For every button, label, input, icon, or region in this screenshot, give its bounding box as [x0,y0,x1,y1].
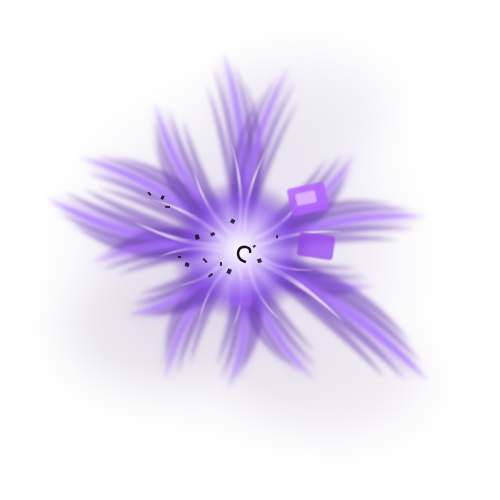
arm-strand [257,235,400,251]
core-sparks [147,191,279,278]
spark [178,256,181,258]
spark [219,261,223,266]
spark [184,261,190,268]
spark [276,235,279,239]
spark [226,268,233,275]
spark [194,234,200,240]
arm-strand [231,92,264,233]
spark [147,191,152,197]
spark [160,195,165,200]
spiral-center [236,245,252,264]
spark [165,205,171,208]
arm-strand [155,135,231,237]
spark [207,272,214,278]
spark [230,218,236,224]
spark [252,244,257,249]
spark [256,258,263,264]
spark [202,258,208,263]
spark [210,231,216,237]
